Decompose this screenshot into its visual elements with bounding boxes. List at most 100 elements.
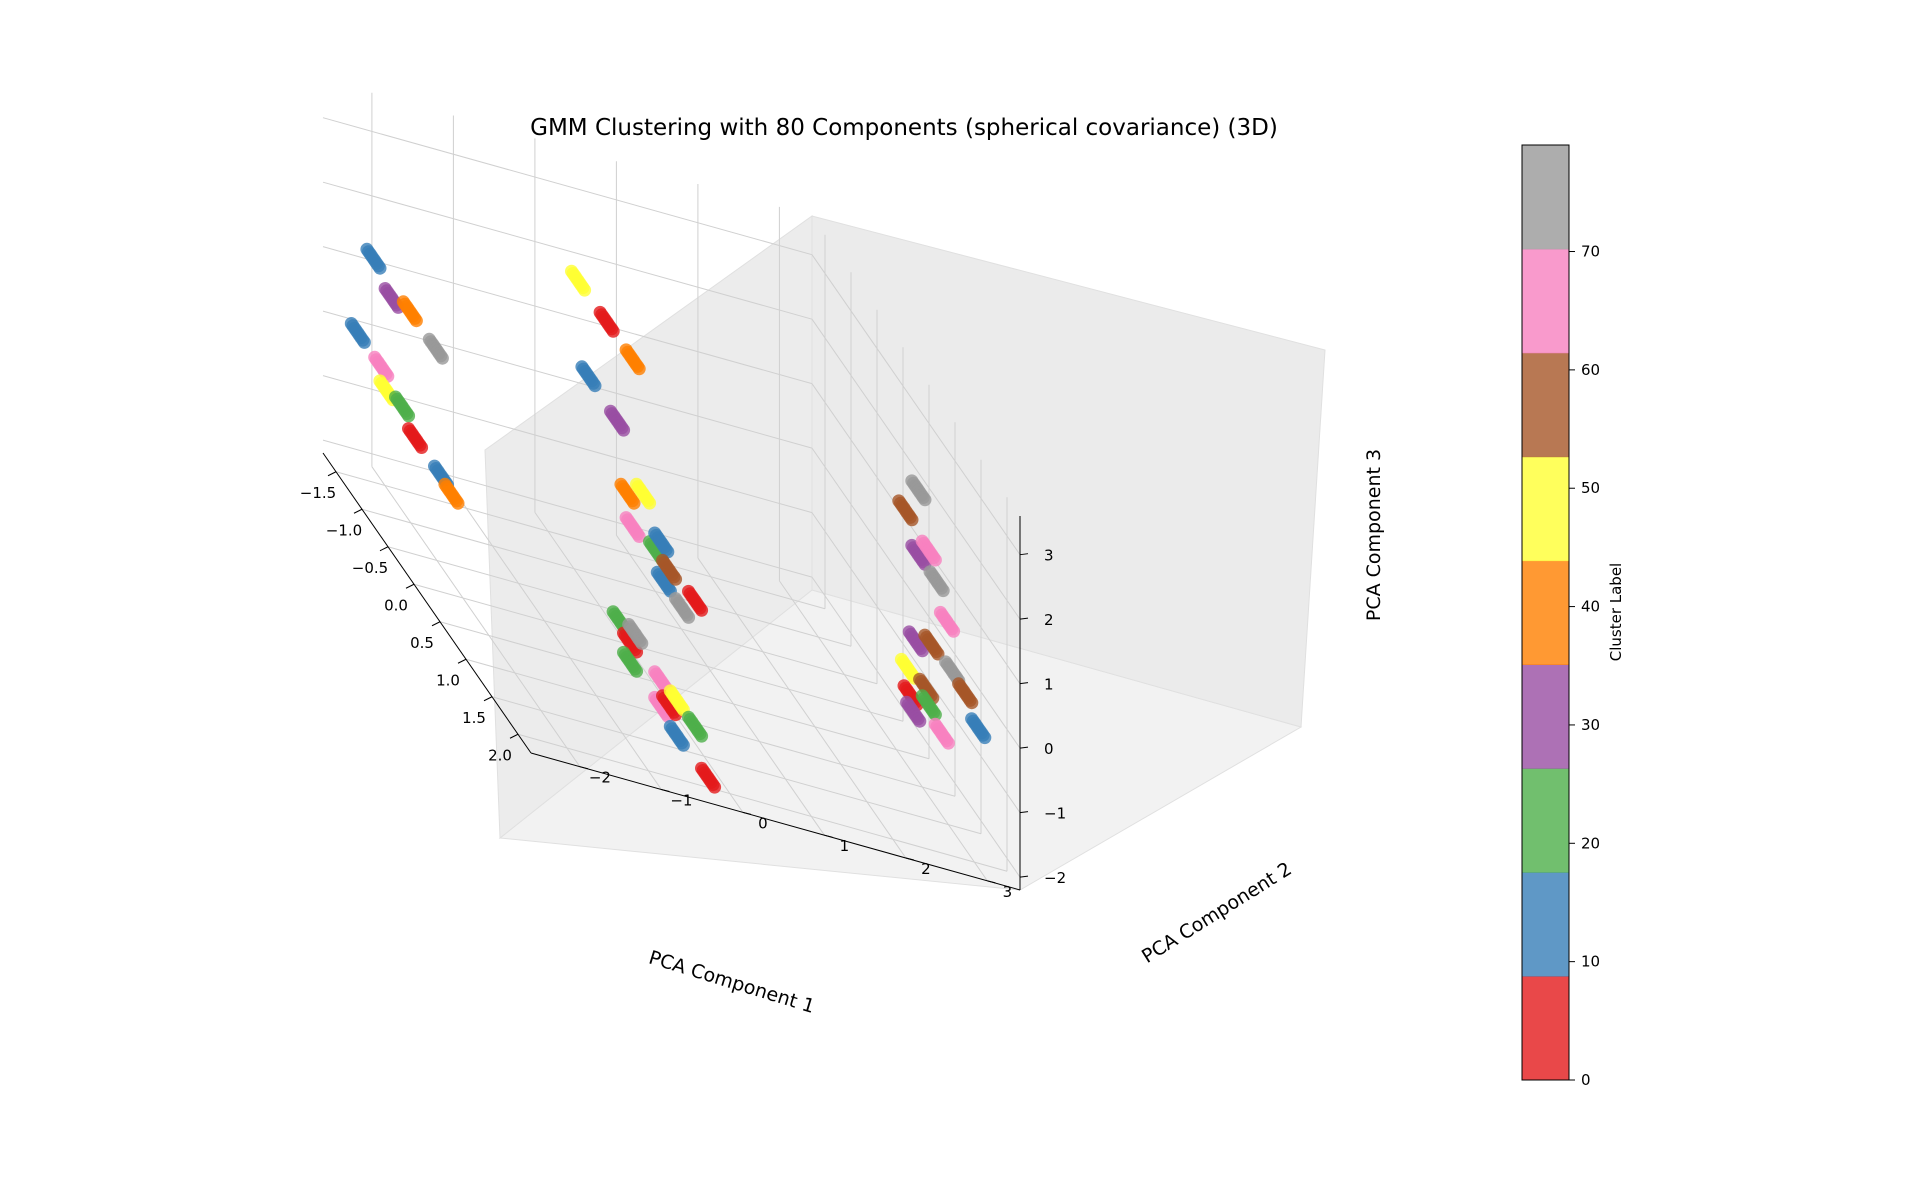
z-tick-mark <box>1019 553 1029 556</box>
y-tick-mark <box>742 811 752 815</box>
grid-line-x <box>413 583 904 722</box>
grid-line-y <box>452 489 662 790</box>
scatter-point <box>941 736 955 750</box>
x-tick-label: −1.5 <box>300 484 336 502</box>
scatter-point <box>676 738 690 752</box>
y-axis-line <box>530 752 1021 891</box>
grid-line-x <box>361 508 852 647</box>
colorbar-swatch <box>1522 976 1569 1081</box>
scatter-point <box>617 423 631 437</box>
scatter-point <box>936 584 950 598</box>
z-tick-label: 0 <box>1044 740 1054 758</box>
grid-line-x <box>335 471 826 610</box>
x-tick-labels: −1.5 −1.0 −0.5 0.0 0.5 1.0 1.5 2.0 <box>300 484 512 765</box>
x-tick-mark <box>353 508 363 514</box>
z-tick-label: 1 <box>1044 676 1054 694</box>
grid-line-z <box>322 181 813 320</box>
scatter-point <box>357 335 371 349</box>
scatter-point <box>965 696 979 710</box>
scatter-point <box>627 496 641 510</box>
grid-line-x <box>439 621 930 760</box>
x-tick-mark <box>509 733 519 739</box>
x-tick-label: 2.0 <box>488 746 512 764</box>
z-tick-mark <box>1019 875 1029 878</box>
x-tick-label: 1.0 <box>436 671 460 689</box>
x-tick-mark <box>379 546 389 552</box>
scatter-point <box>669 572 683 586</box>
grid-line-z <box>811 383 1021 684</box>
scatter-point <box>978 731 992 745</box>
grid-line-z <box>811 318 1021 620</box>
y-tick-label: 2 <box>921 860 931 878</box>
x-tick-mark <box>457 658 467 664</box>
scatter-point <box>578 283 592 297</box>
y-tick-label: 0 <box>758 814 768 832</box>
colorbar-tick-label: 10 <box>1581 953 1600 971</box>
colorbar-tick-label: 50 <box>1581 479 1600 497</box>
scatter-point <box>409 314 423 328</box>
y-tick-mark <box>987 880 996 884</box>
colorbar-tick-label: 20 <box>1581 834 1600 852</box>
grid-line-z <box>322 117 813 256</box>
z-tick-labels: −2 −1 0 1 2 3 <box>1044 547 1066 887</box>
colorbar-tick-label: 70 <box>1581 243 1600 261</box>
y-tick-label: 1 <box>840 837 850 855</box>
scatter-point <box>695 729 709 743</box>
chart-title: GMM Clustering with 80 Components (spher… <box>530 115 1278 141</box>
grid-line-y <box>371 466 581 767</box>
x-tick-label: −0.5 <box>352 559 388 577</box>
z-tick-mark <box>1019 617 1029 620</box>
colorbar-label: Cluster Label <box>1607 563 1625 661</box>
scatter-point <box>913 714 927 728</box>
scatter-point <box>708 780 722 794</box>
scatter-point <box>415 441 429 454</box>
colorbar: 0 10 20 30 40 50 60 70 Cluster Label <box>1521 144 1625 1089</box>
z-tick-label: 3 <box>1044 547 1054 565</box>
colorbar-swatch <box>1522 145 1569 250</box>
scatter-point <box>928 553 942 567</box>
x-tick-label: −1.0 <box>326 521 362 539</box>
grid-line-z <box>811 512 1021 813</box>
grid-line-x <box>517 733 1008 872</box>
grid-line-y <box>778 580 988 882</box>
axis-lines <box>322 452 1029 891</box>
grid-line-x <box>465 658 956 797</box>
z-tick-mark <box>1019 811 1029 814</box>
scatter-point <box>632 362 646 376</box>
grid-line-x <box>387 546 878 685</box>
grid-line-z <box>811 447 1021 749</box>
colorbar-frame <box>1521 144 1570 1081</box>
scatter-point <box>695 603 709 617</box>
scatter-point <box>918 493 932 507</box>
y-axis-label: PCA Component 2 <box>1138 858 1296 968</box>
scatter-point <box>402 409 416 423</box>
grid-line-z <box>322 375 813 514</box>
x-tick-label: 0.0 <box>384 596 408 614</box>
x-tick-label: 0.5 <box>410 634 434 652</box>
scatter-point <box>632 530 646 543</box>
colorbar-swatch <box>1522 872 1569 977</box>
scatter-point <box>630 664 644 678</box>
colorbar-swatch <box>1522 352 1569 458</box>
scatter-point <box>588 379 602 393</box>
y-tick-mark <box>661 789 670 793</box>
colorbar-swatch <box>1522 664 1569 769</box>
y-tick-label: 3 <box>1003 883 1013 901</box>
colorbar-swatches <box>1522 145 1569 1081</box>
z-tick-mark <box>1019 746 1029 749</box>
grid-line-x <box>491 696 982 835</box>
z-tick-label: 2 <box>1044 611 1054 629</box>
scatter-point <box>606 324 620 338</box>
x-tick-label: 1.5 <box>462 709 486 727</box>
colorbar-ticks: 0 10 20 30 40 50 60 70 <box>1569 243 1600 1089</box>
x-tick-mark <box>327 471 337 477</box>
grid-line-y <box>534 512 744 813</box>
scatter-point <box>947 624 961 638</box>
scatter-point <box>643 496 657 510</box>
grid-line-z <box>811 576 1021 878</box>
colorbar-tick-label: 60 <box>1581 361 1600 379</box>
scatter-point <box>451 496 465 510</box>
grid-line-z <box>322 439 813 578</box>
